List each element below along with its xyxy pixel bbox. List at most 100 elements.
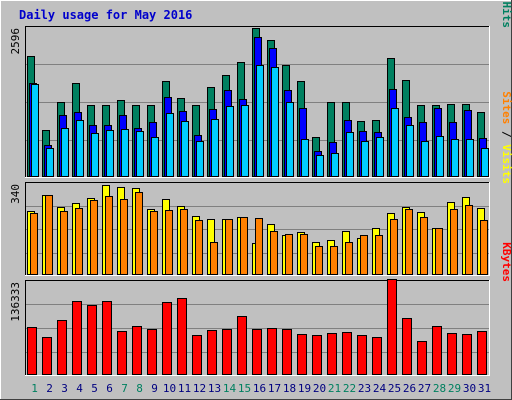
bar-sites-day-28 bbox=[435, 228, 443, 275]
bar-pages-day-12 bbox=[196, 141, 204, 177]
bar-pages-day-23 bbox=[361, 141, 369, 177]
bar-pages-day-18 bbox=[286, 102, 294, 177]
bar-sites-day-15 bbox=[240, 217, 248, 275]
bar-sites-day-4 bbox=[75, 208, 83, 275]
bar-sites-day-11 bbox=[180, 209, 188, 275]
bar-kbytes-day-29 bbox=[447, 333, 457, 375]
legend-part: Hits bbox=[500, 2, 512, 29]
bar-kbytes-day-16 bbox=[252, 329, 262, 375]
x-tick-label-day-13: 13 bbox=[208, 382, 221, 395]
bar-pages-day-27 bbox=[421, 141, 429, 177]
bar-pages-day-17 bbox=[271, 67, 279, 177]
bar-kbytes-day-2 bbox=[42, 337, 52, 375]
bar-pages-day-14 bbox=[226, 106, 234, 177]
legend-part: / bbox=[500, 0, 512, 2]
bar-kbytes-day-5 bbox=[87, 305, 97, 375]
bar-pages-day-31 bbox=[481, 148, 489, 177]
bar-kbytes-day-28 bbox=[432, 326, 442, 375]
y-max-label: 340 bbox=[9, 184, 22, 204]
panel-kbytes: 136333 KBytes bbox=[9, 242, 512, 376]
panel-pages-files-hits: 2596 Pages / Files / Hits bbox=[9, 0, 512, 178]
legend-part: KBytes bbox=[500, 242, 512, 282]
bar-kbytes-day-7 bbox=[117, 331, 127, 375]
bar-sites-day-6 bbox=[105, 196, 113, 275]
bar-pages-day-11 bbox=[181, 121, 189, 177]
x-tick-label-day-24: 24 bbox=[373, 382, 387, 395]
bar-pages-day-21 bbox=[331, 153, 339, 177]
bar-sites-day-30 bbox=[465, 205, 473, 275]
bar-pages-day-28 bbox=[436, 136, 444, 177]
bar-sites-day-1 bbox=[30, 213, 38, 275]
x-tick-label-day-26: 26 bbox=[403, 382, 416, 395]
bar-kbytes-day-19 bbox=[297, 334, 307, 375]
bar-kbytes-day-17 bbox=[267, 328, 277, 375]
bar-kbytes-day-26 bbox=[402, 318, 412, 375]
bar-pages-day-30 bbox=[466, 139, 474, 177]
bar-kbytes-day-20 bbox=[312, 335, 322, 375]
bar-sites-day-16 bbox=[255, 218, 263, 275]
x-tick-label-day-25: 25 bbox=[388, 382, 401, 395]
bar-pages-day-8 bbox=[136, 131, 144, 177]
bar-pages-day-16 bbox=[256, 65, 264, 177]
x-tick-label-day-20: 20 bbox=[313, 382, 326, 395]
x-tick-label-day-4: 4 bbox=[76, 382, 83, 395]
bar-sites-day-21 bbox=[330, 246, 338, 275]
bar-sites-day-23 bbox=[360, 235, 368, 275]
legend-part: / bbox=[500, 124, 512, 144]
bar-sites-day-31 bbox=[480, 220, 488, 275]
series-pages bbox=[31, 65, 489, 177]
x-tick-label-day-5: 5 bbox=[91, 382, 98, 395]
bar-kbytes-day-25 bbox=[387, 279, 397, 375]
x-tick-label-day-22: 22 bbox=[343, 382, 356, 395]
bar-kbytes-day-8 bbox=[132, 326, 142, 375]
bar-sites-day-8 bbox=[135, 192, 143, 275]
bar-pages-day-29 bbox=[451, 139, 459, 177]
x-tick-label-day-29: 29 bbox=[448, 382, 461, 395]
bar-kbytes-day-1 bbox=[27, 327, 37, 375]
chart-panels: 2596 Pages / Files / Hits 340 Sites / Visit… bbox=[9, 0, 512, 376]
x-tick-label-day-28: 28 bbox=[433, 382, 446, 395]
bar-kbytes-day-18 bbox=[282, 329, 292, 375]
x-tick-label-day-6: 6 bbox=[106, 382, 113, 395]
x-tick-label-day-16: 16 bbox=[253, 382, 266, 395]
x-tick-label-day-23: 23 bbox=[358, 382, 371, 395]
bar-kbytes-day-27 bbox=[417, 341, 427, 375]
x-tick-label-day-12: 12 bbox=[193, 382, 206, 395]
bar-sites-day-9 bbox=[150, 211, 158, 275]
chart-title: Daily usage for May 2016 bbox=[19, 8, 192, 22]
bar-kbytes-day-22 bbox=[342, 332, 352, 375]
x-tick-label-day-3: 3 bbox=[61, 382, 68, 395]
legend-part: Visits bbox=[500, 144, 512, 184]
x-tick-label-day-21: 21 bbox=[328, 382, 341, 395]
x-tick-label-day-19: 19 bbox=[298, 382, 311, 395]
bar-pages-day-3 bbox=[61, 128, 69, 177]
bar-kbytes-day-31 bbox=[477, 331, 487, 375]
bar-sites-day-5 bbox=[90, 200, 98, 275]
x-tick-label-day-10: 10 bbox=[163, 382, 176, 395]
y-max-label: 136333 bbox=[9, 282, 22, 322]
bar-sites-day-29 bbox=[450, 209, 458, 275]
legend-kbytes: KBytes bbox=[500, 242, 512, 282]
bar-sites-day-26 bbox=[405, 209, 413, 275]
bar-sites-day-22 bbox=[345, 242, 353, 275]
bar-kbytes-day-9 bbox=[147, 329, 157, 375]
bar-kbytes-day-23 bbox=[357, 335, 367, 375]
bar-pages-day-15 bbox=[241, 105, 249, 177]
bar-kbytes-day-3 bbox=[57, 320, 67, 375]
legend-part: Sites bbox=[500, 91, 512, 124]
bar-pages-day-24 bbox=[376, 137, 384, 177]
bar-sites-day-14 bbox=[225, 219, 233, 275]
x-tick-label-day-17: 17 bbox=[268, 382, 281, 395]
x-tick-label-day-30: 30 bbox=[463, 382, 476, 395]
bar-kbytes-day-15 bbox=[237, 316, 247, 375]
x-tick-label-day-9: 9 bbox=[151, 382, 158, 395]
bar-kbytes-day-21 bbox=[327, 333, 337, 375]
bar-kbytes-day-24 bbox=[372, 337, 382, 375]
bar-pages-day-4 bbox=[76, 120, 84, 177]
bar-sites-day-13 bbox=[210, 242, 218, 275]
bar-pages-day-19 bbox=[301, 139, 309, 177]
bar-pages-day-2 bbox=[46, 148, 54, 177]
bar-pages-day-6 bbox=[106, 130, 114, 177]
x-tick-label-day-2: 2 bbox=[46, 382, 53, 395]
